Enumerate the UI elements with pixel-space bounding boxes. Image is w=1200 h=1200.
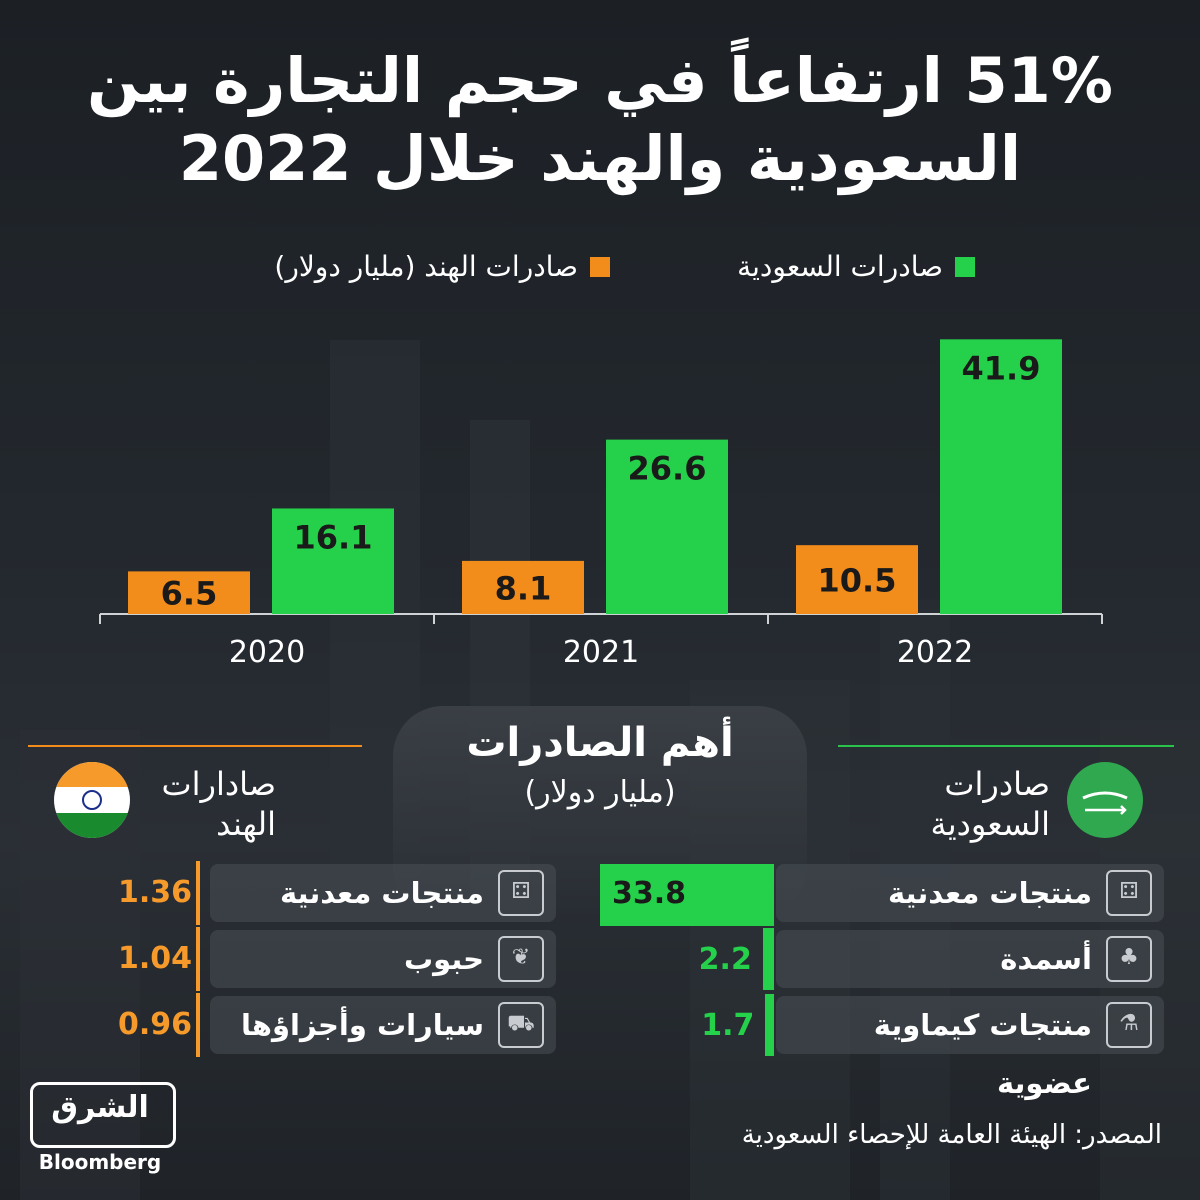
india-export-value: 0.96 bbox=[118, 1007, 193, 1042]
logo-name: الشرق bbox=[51, 1090, 149, 1125]
flask-leaf-icon: ⚗ bbox=[1106, 1002, 1152, 1048]
india-export-value: 1.04 bbox=[118, 941, 193, 976]
saudi-panel-heading: صادرات السعودية bbox=[890, 764, 1050, 844]
bar-value-label: 41.9 bbox=[962, 349, 1041, 387]
india-export-row: سيارات وأجزاؤها ⛟ bbox=[210, 996, 556, 1054]
india-export-label: منتجات معدنية bbox=[279, 876, 484, 910]
india-value-tick bbox=[196, 993, 200, 1057]
saudi-export-row: أسمدة ♣ bbox=[776, 930, 1164, 988]
logo-sub: Bloomberg bbox=[38, 1150, 162, 1174]
india-export-row: منتجات معدنية ⚃ bbox=[210, 864, 556, 922]
legend-label-india: صادرات الهند (مليار دولار) bbox=[274, 250, 578, 283]
india-export-label: سيارات وأجزاؤها bbox=[241, 1008, 484, 1042]
cube-dice-icon: ⚃ bbox=[498, 870, 544, 916]
india-value-tick bbox=[196, 927, 200, 991]
top-exports-subtitle: (مليار دولار) bbox=[524, 775, 676, 810]
india-export-label: حبوب bbox=[403, 942, 484, 976]
india-heading-line-2: الهند bbox=[216, 805, 276, 843]
saudi-export-label: منتجات كيماوية عضوية bbox=[873, 1008, 1092, 1100]
fertilizer-bag-icon: ♣ bbox=[1106, 936, 1152, 982]
bar-saudi bbox=[606, 439, 728, 614]
india-export-row: حبوب ❦ bbox=[210, 930, 556, 988]
india-export-value: 1.36 bbox=[118, 875, 193, 910]
india-heading-line-1: صادارات bbox=[161, 765, 276, 803]
india-value-tick bbox=[196, 861, 200, 925]
legend-item-saudi: صادرات السعودية bbox=[737, 250, 975, 283]
x-tick-label: 2022 bbox=[897, 635, 973, 670]
legend-swatch-india bbox=[590, 256, 610, 277]
bar-india bbox=[128, 571, 250, 614]
saudi-heading-line-1: صادرات bbox=[944, 765, 1050, 803]
saudi-export-value: 1.7 bbox=[701, 1008, 755, 1043]
title-line-2: السعودية والهند خلال 2022 bbox=[178, 122, 1022, 195]
bar-chart: 6.5 16.1 2020 8.1 26.6 2021 10.5 41.9 2022 bbox=[99, 339, 1103, 670]
bar-india bbox=[796, 545, 918, 614]
saudi-export-bar bbox=[600, 864, 774, 926]
saudi-export-value: 2.2 bbox=[698, 942, 752, 977]
bar-value-label: 26.6 bbox=[628, 450, 707, 488]
saudi-export-row: منتجات معدنية ⚃ bbox=[776, 864, 1164, 922]
legend-label-saudi: صادرات السعودية bbox=[737, 250, 943, 283]
source-note: المصدر: الهيئة العامة للإحصاء السعودية bbox=[741, 1120, 1162, 1150]
bar-value-label: 8.1 bbox=[495, 569, 552, 607]
legend-swatch-saudi bbox=[955, 256, 975, 277]
india-flag-icon bbox=[54, 762, 130, 838]
bar-saudi bbox=[272, 508, 394, 614]
saudi-export-label: منتجات معدنية bbox=[887, 876, 1092, 910]
title-line-1: 51% ارتفاعاً في حجم التجارة بين bbox=[87, 44, 1113, 117]
chart-legend: صادرات السعودية صادرات الهند (مليار دولا… bbox=[0, 250, 1200, 290]
bar-value-label: 10.5 bbox=[818, 562, 897, 600]
top-exports-title: أهم الصادرات bbox=[466, 720, 734, 766]
x-tick-label: 2021 bbox=[563, 635, 639, 670]
asharq-bloomberg-logo: الشرق Bloomberg bbox=[30, 1082, 176, 1174]
saudi-flag-icon bbox=[1067, 762, 1143, 838]
saudi-heading-line-2: السعودية bbox=[930, 805, 1050, 843]
bar-value-label: 6.5 bbox=[161, 575, 218, 613]
car-icon: ⛟ bbox=[498, 1002, 544, 1048]
saudi-export-label: أسمدة bbox=[1000, 942, 1092, 976]
bar-india bbox=[462, 560, 584, 614]
grain-sack-icon: ❦ bbox=[498, 936, 544, 982]
saudi-export-row: منتجات كيماوية عضوية ⚗ bbox=[776, 996, 1164, 1100]
x-tick-label: 2020 bbox=[229, 635, 305, 670]
india-panel-heading: صادارات الهند bbox=[140, 764, 276, 844]
saudi-export-value: 33.8 bbox=[612, 876, 687, 911]
saudi-panel-rule bbox=[838, 745, 1174, 747]
cube-dice-icon: ⚃ bbox=[1106, 870, 1152, 916]
logo-frame bbox=[30, 1082, 176, 1148]
legend-item-india: صادرات الهند (مليار دولار) bbox=[274, 250, 610, 283]
saudi-export-bar bbox=[762, 928, 774, 990]
india-panel-rule bbox=[28, 745, 362, 747]
page-title: 51% ارتفاعاً في حجم التجارة بين السعودية… bbox=[60, 42, 1140, 198]
saudi-export-bar bbox=[765, 994, 774, 1056]
bar-value-label: 16.1 bbox=[294, 518, 373, 556]
bar-saudi bbox=[940, 339, 1062, 614]
